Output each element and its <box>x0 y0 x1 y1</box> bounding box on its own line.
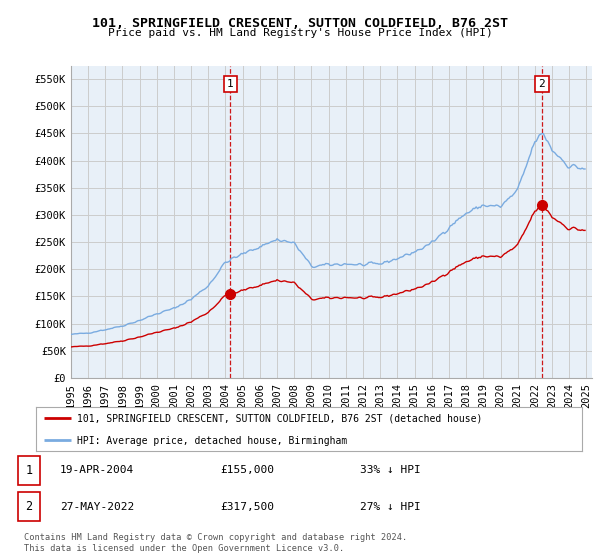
Text: 33% ↓ HPI: 33% ↓ HPI <box>360 465 421 475</box>
Text: £155,000: £155,000 <box>220 465 274 475</box>
Text: 101, SPRINGFIELD CRESCENT, SUTTON COLDFIELD, B76 2ST (detached house): 101, SPRINGFIELD CRESCENT, SUTTON COLDFI… <box>77 413 482 423</box>
Text: 1: 1 <box>25 464 32 477</box>
Text: 1: 1 <box>227 79 234 89</box>
FancyBboxPatch shape <box>18 456 40 484</box>
Text: 2: 2 <box>25 500 32 513</box>
Text: 27% ↓ HPI: 27% ↓ HPI <box>360 502 421 511</box>
Text: £317,500: £317,500 <box>220 502 274 511</box>
Text: Contains HM Land Registry data © Crown copyright and database right 2024.
This d: Contains HM Land Registry data © Crown c… <box>24 533 407 553</box>
Text: 101, SPRINGFIELD CRESCENT, SUTTON COLDFIELD, B76 2ST: 101, SPRINGFIELD CRESCENT, SUTTON COLDFI… <box>92 17 508 30</box>
Text: 2: 2 <box>539 79 545 89</box>
FancyBboxPatch shape <box>18 492 40 521</box>
Text: Price paid vs. HM Land Registry's House Price Index (HPI): Price paid vs. HM Land Registry's House … <box>107 28 493 38</box>
Text: 19-APR-2004: 19-APR-2004 <box>60 465 134 475</box>
Text: 27-MAY-2022: 27-MAY-2022 <box>60 502 134 511</box>
Text: HPI: Average price, detached house, Birmingham: HPI: Average price, detached house, Birm… <box>77 436 347 446</box>
